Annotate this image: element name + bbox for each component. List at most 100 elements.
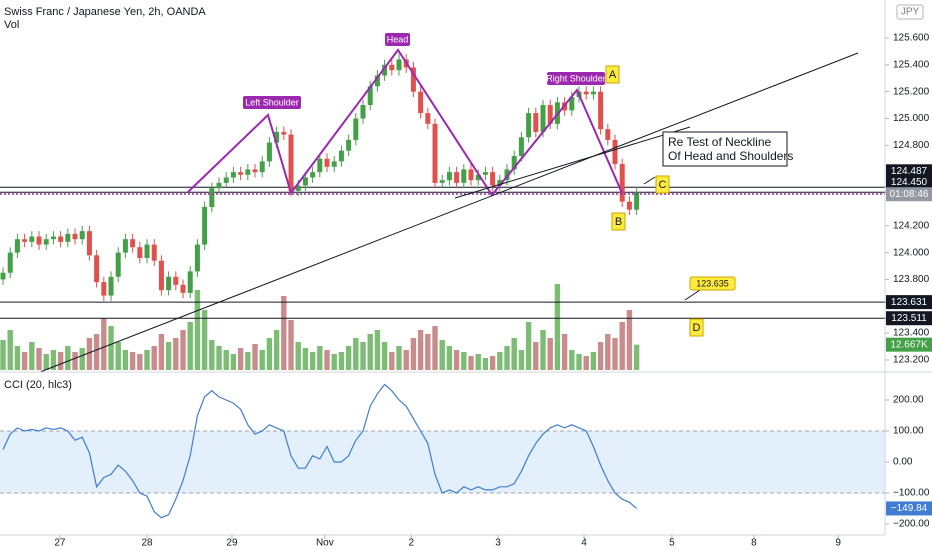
volume-bar	[504, 346, 510, 370]
volume-bar	[605, 334, 611, 370]
x-tick-label: 9	[835, 538, 841, 549]
candle-body	[58, 236, 64, 242]
candle-body	[22, 239, 28, 242]
volume-bar	[230, 354, 237, 370]
label-box	[605, 65, 620, 84]
volume-bar	[367, 334, 373, 370]
y-tick-label: 124.800	[893, 140, 930, 151]
volume-bar	[165, 342, 172, 370]
candle-body	[533, 113, 539, 132]
label-box	[655, 175, 670, 194]
price-label: 123.511	[891, 313, 927, 324]
candle-body	[14, 239, 20, 253]
candle-body	[598, 91, 604, 130]
marks-layer	[0, 54, 640, 519]
volume-bar	[43, 354, 49, 370]
volume-label: 12.667K	[890, 339, 928, 350]
y-tick-label: −200.00	[893, 519, 930, 530]
label-box	[611, 212, 626, 231]
label-box	[385, 33, 410, 46]
volume-bar	[50, 350, 57, 370]
volume-bar	[525, 322, 532, 370]
candle-body	[288, 134, 294, 191]
candle-body	[144, 244, 150, 258]
candle-body	[605, 129, 611, 140]
candle-body	[223, 177, 229, 183]
volume-bar	[446, 346, 453, 370]
volume-bar	[482, 358, 489, 370]
volume-bar	[201, 310, 208, 370]
volume-bar	[547, 338, 553, 370]
candle-body	[0, 272, 6, 280]
y-tick-label: −100.00	[893, 488, 930, 499]
volume-bar	[403, 350, 409, 370]
candle-body	[468, 169, 474, 181]
volume-bar	[583, 356, 589, 370]
y-tick-label: 124.200	[893, 220, 930, 231]
candle-body	[432, 123, 438, 183]
candle-body	[619, 164, 625, 202]
volume-bar	[209, 340, 215, 370]
candle-body	[425, 113, 431, 124]
volume-title: Vol	[4, 19, 19, 31]
volume-bar	[389, 352, 395, 370]
volume-bar	[381, 342, 388, 370]
candle-body	[324, 158, 330, 167]
candle-body	[79, 231, 85, 240]
candle-body	[209, 188, 215, 208]
candle-body	[439, 180, 445, 183]
volume-bar	[497, 352, 503, 370]
candle-body	[511, 156, 517, 170]
price-label: 124.487	[891, 166, 928, 177]
candle-body	[36, 236, 42, 245]
candle-body	[569, 96, 575, 111]
currency-box	[896, 4, 924, 20]
volume-bar	[57, 352, 64, 370]
candle-body	[396, 59, 402, 71]
volume-bar	[237, 348, 244, 370]
annotation: A	[609, 69, 617, 81]
candle-body	[389, 64, 395, 71]
volume-bar	[439, 340, 445, 370]
candle-body	[338, 150, 344, 162]
volume-bar	[194, 290, 201, 370]
x-tick-label: Nov	[316, 538, 334, 549]
pattern-line	[187, 48, 623, 197]
candle-body	[504, 169, 510, 181]
trend-line	[39, 52, 859, 373]
y-tick-label: 100.00	[893, 426, 924, 437]
annotation: Of Head and Shoulders	[668, 149, 793, 163]
candle-body	[194, 244, 200, 272]
candle-body	[612, 139, 618, 165]
annotation: B	[615, 216, 622, 228]
volume-bar	[101, 318, 107, 370]
volume-bar	[29, 342, 35, 370]
candle-body	[50, 236, 56, 240]
annotation: Head	[387, 34, 409, 44]
price-label-box	[886, 175, 932, 190]
currency: JPY	[901, 7, 920, 18]
volume-bar	[245, 352, 251, 370]
x-tick-label: 3	[495, 538, 501, 549]
label-box	[547, 72, 605, 85]
volume-bar	[288, 320, 294, 370]
volume-bar	[144, 350, 150, 370]
pointer	[684, 289, 701, 301]
x-tick-label: 2	[408, 538, 414, 549]
volume-bar	[173, 338, 179, 370]
pointer	[643, 176, 656, 185]
volume-bar	[489, 356, 496, 370]
candle-body	[461, 169, 467, 183]
volume-bar	[511, 338, 517, 370]
volume-bar	[158, 334, 165, 370]
price-label-box	[886, 164, 932, 179]
annotation: C	[659, 179, 667, 191]
candle-body	[418, 91, 424, 114]
candle-body	[130, 239, 136, 248]
volume-bar	[432, 326, 438, 370]
candle-body	[590, 91, 596, 95]
volume-bar	[612, 338, 618, 370]
label-box	[689, 318, 704, 337]
y-tick-label: 125.400	[893, 59, 930, 70]
candle-body	[310, 172, 316, 178]
